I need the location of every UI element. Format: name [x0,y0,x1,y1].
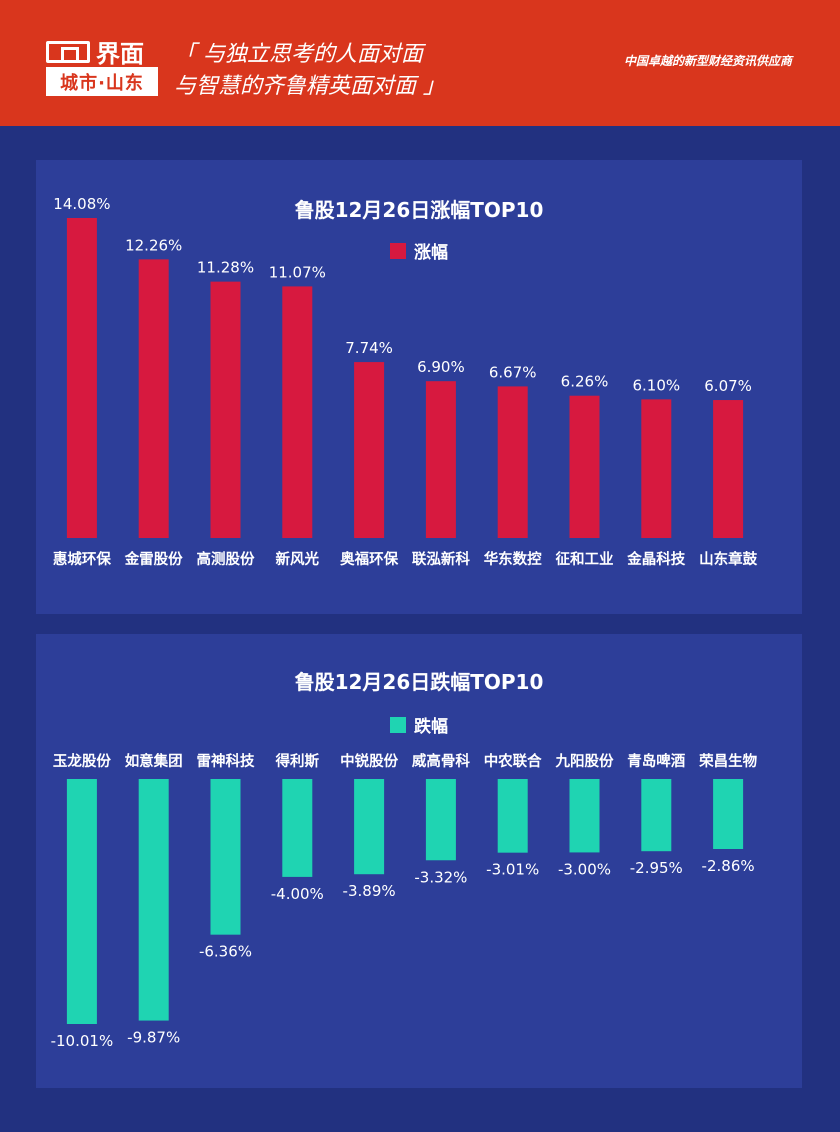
losers-legend: 跌幅 [390,712,448,737]
bar-9 [641,399,672,538]
bar-6 [425,779,456,861]
value-label-3: -6.36% [199,943,252,961]
bar-5 [354,779,385,875]
value-label-4: 11.07% [269,263,326,281]
category-label-1: 惠城环保 [53,550,111,568]
value-label-6: -3.32% [414,868,467,886]
gainers-chart-title: 鲁股12月26日涨幅TOP10 [294,198,544,222]
category-label-3: 高测股份 [197,550,255,568]
logo-icon [46,40,90,63]
category-label-6: 威高骨科 [412,752,470,770]
bar-4 [282,779,313,877]
category-label-9: 金晶科技 [626,550,685,568]
gainers-legend-swatch [390,242,406,259]
value-label-4: -4.00% [271,885,324,903]
bar-8 [569,779,600,853]
value-label-6: 6.90% [417,358,465,376]
losers-chart-panel: 鲁股12月26日跌幅TOP10 跌幅 -10.01% 玉龙股份 -9.87% 如意集团… [36,634,802,1088]
bar-10 [713,779,744,849]
brand-logo: 界面 城市·山东 [46,36,158,98]
value-label-3: 11.28% [197,259,254,277]
value-label-10: -2.86% [702,857,755,875]
losers-legend-label: 跌幅 [414,717,448,737]
value-label-1: -10.01% [51,1032,114,1050]
value-label-10: 6.07% [704,377,752,395]
bar-8 [569,395,600,538]
losers-chart-title: 鲁股12月26日跌幅TOP10 [294,670,544,694]
value-label-7: 6.67% [489,363,537,381]
value-label-8: -3.00% [558,860,611,878]
bar-3 [210,779,241,935]
category-label-6: 联泓新科 [412,550,470,568]
slogan-line-1: 「 与独立思考的人面对面 [174,42,423,67]
category-label-3: 雷神科技 [197,752,255,770]
category-label-10: 荣昌生物 [698,752,757,770]
category-label-5: 奥福环保 [340,550,398,568]
bar-1 [66,779,97,1024]
value-label-5: -3.89% [343,882,396,900]
category-label-7: 华东数控 [484,550,542,568]
category-label-10: 山东章鼓 [699,550,757,568]
bar-2 [138,259,169,538]
category-label-4: 新风光 [276,550,320,568]
category-label-2: 金雷股份 [124,550,183,568]
bar-1 [66,218,97,538]
bar-9 [641,779,672,852]
bar-6 [425,381,456,538]
value-label-9: -2.95% [630,859,683,877]
category-label-2: 如意集团 [125,752,183,770]
logo-text: 界面 [96,40,144,68]
value-label-1: 14.08% [53,195,110,213]
bar-7 [497,386,528,538]
bar-3 [210,281,241,538]
value-label-5: 7.74% [345,339,393,357]
category-label-9: 青岛啤酒 [627,752,685,770]
value-label-2: 12.26% [125,236,182,254]
category-label-7: 中农联合 [484,752,542,770]
gainers-legend-label: 涨幅 [414,243,448,263]
tagline: 中国卓越的新型财经资讯供应商 [623,54,792,68]
bar-10 [713,400,744,538]
category-label-8: 九阳股份 [555,752,614,770]
losers-legend-swatch [390,716,406,733]
gainers-chart-panel: 鲁股12月26日涨幅TOP10 涨幅 14.08% 惠城环保 12.26% 金雷股份 1… [36,160,802,614]
bar-5 [354,362,385,538]
slogan-line-2: 与智慧的齐鲁精英面对面 」 [174,74,445,99]
value-label-9: 6.10% [632,376,680,394]
header-banner: 界面 城市·山东 「 与独立思考的人面对面 与智慧的齐鲁精英面对面 」 中国卓越… [0,0,840,126]
category-label-1: 玉龙股份 [53,752,111,770]
logo-subtext: 城市·山东 [46,67,158,96]
losers-bar-chart: -10.01% 玉龙股份 -9.87% 如意集团 -6.36% 雷神科技 -4.00% 得利斯… [51,752,758,1050]
bar-4 [282,286,313,538]
bar-2 [138,779,169,1021]
category-label-8: 征和工业 [556,550,614,568]
value-label-8: 6.26% [561,373,609,391]
gainers-bar-chart: 14.08% 惠城环保 12.26% 金雷股份 11.28% 高测股份 11.07% 新风光 7… [53,195,758,568]
value-label-7: -3.01% [486,861,539,879]
category-label-5: 中锐股份 [340,752,398,770]
category-label-4: 得利斯 [275,752,320,770]
bar-7 [497,779,528,853]
gainers-legend: 涨幅 [390,238,448,263]
value-label-2: -9.87% [127,1029,180,1047]
